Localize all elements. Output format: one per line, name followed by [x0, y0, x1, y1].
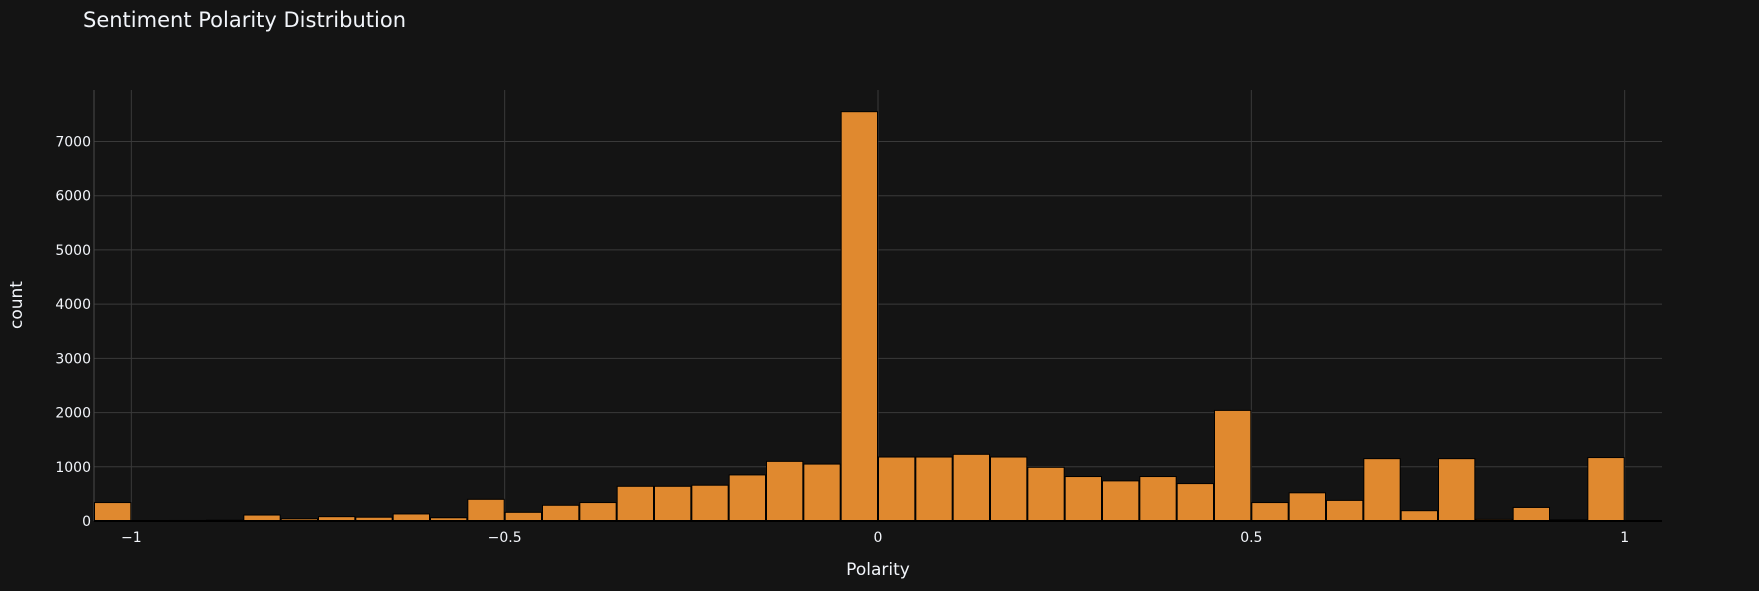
histogram-bar — [1064, 476, 1102, 522]
histogram-bar — [1176, 483, 1214, 522]
histogram-bar — [467, 498, 505, 522]
histogram-bar — [1288, 492, 1326, 522]
histogram-bar — [1251, 502, 1289, 522]
bars — [94, 111, 1662, 522]
x-axis-title: Polarity — [846, 560, 910, 580]
histogram-bar — [1326, 499, 1364, 522]
histogram-bar — [579, 502, 617, 522]
y-axis-ticks: 0 1000 2000 3000 4000 5000 6000 7000 — [55, 135, 91, 530]
histogram-bar — [504, 511, 542, 522]
x-axis-ticks: −1 −0.5 0 0.5 1 — [121, 530, 1629, 546]
histogram-bar — [766, 460, 804, 522]
y-tick-label: 0 — [82, 514, 91, 530]
histogram-bar — [542, 504, 580, 522]
histogram-bar — [616, 485, 655, 522]
y-tick-label: 3000 — [55, 351, 91, 367]
histogram-bar — [952, 453, 991, 522]
y-tick-label: 5000 — [55, 243, 91, 259]
histogram-bar — [654, 485, 692, 522]
histogram-bar — [803, 463, 841, 522]
y-tick-label: 7000 — [55, 135, 91, 151]
y-axis-title: count — [7, 281, 27, 329]
y-tick-label: 6000 — [55, 189, 91, 205]
histogram-bar — [392, 513, 430, 522]
histogram-bar — [840, 111, 879, 522]
y-tick-label: 1000 — [55, 460, 91, 476]
histogram-bar — [1027, 466, 1065, 522]
histogram-bar — [915, 456, 953, 522]
histogram-bar — [94, 502, 132, 522]
y-tick-label: 4000 — [55, 297, 91, 313]
x-tick-label: 0 — [874, 530, 883, 546]
x-tick-label: −1 — [121, 530, 142, 546]
x-tick-label: 1 — [1620, 530, 1629, 546]
histogram-bar — [990, 456, 1028, 522]
histogram-bar — [1102, 480, 1140, 522]
histogram-bar — [691, 484, 729, 522]
histogram-bar — [1214, 409, 1252, 522]
histogram-bar — [1512, 506, 1550, 522]
y-tick-label: 2000 — [55, 406, 91, 422]
histogram-bar — [1363, 458, 1401, 522]
histogram-bar — [1139, 476, 1177, 522]
histogram-bar — [728, 474, 767, 522]
histogram-bar — [878, 456, 916, 522]
histogram-bar — [1587, 457, 1625, 522]
x-tick-label: 0.5 — [1240, 530, 1262, 546]
histogram-bar — [1438, 458, 1476, 522]
chart-title: Sentiment Polarity Distribution — [83, 8, 406, 32]
histogram-bar — [1400, 510, 1438, 522]
x-tick-label: −0.5 — [488, 530, 522, 546]
